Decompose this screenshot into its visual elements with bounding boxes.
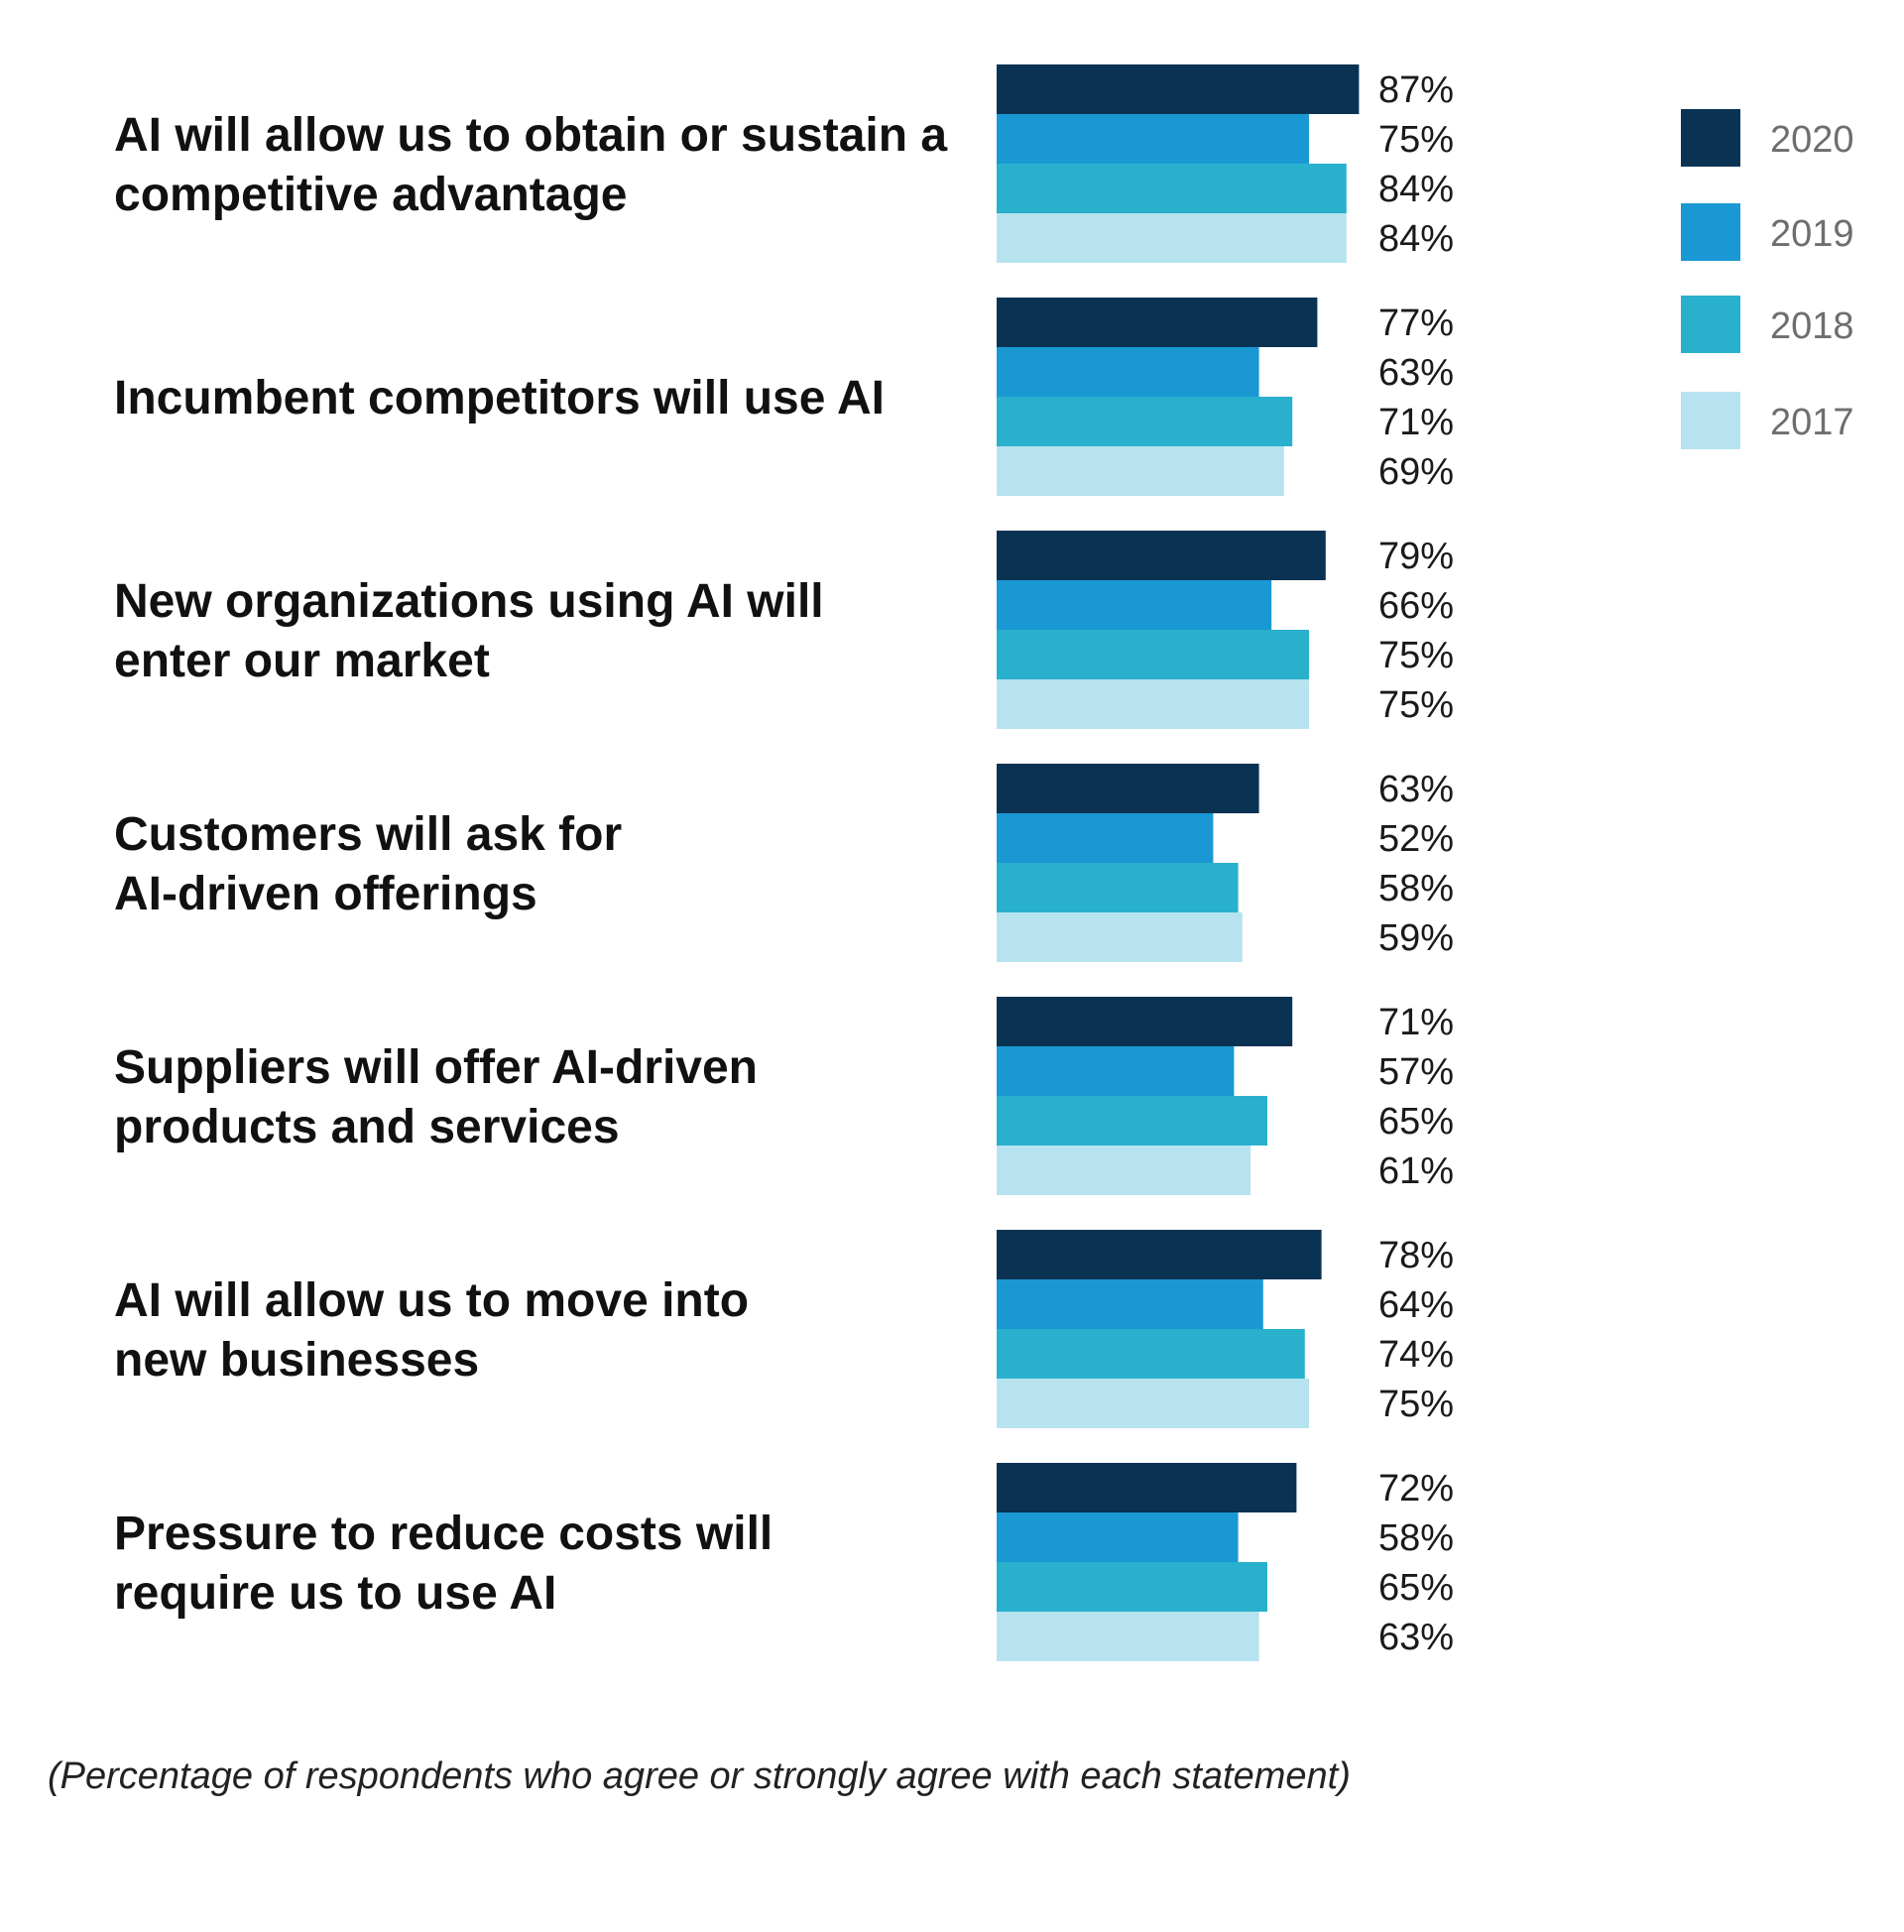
- data-label: 74%: [1378, 1334, 1454, 1376]
- bar-2020: [997, 1230, 1322, 1279]
- legend-swatch-2020: [1681, 109, 1740, 167]
- legend-swatch-2019: [1681, 203, 1740, 261]
- data-label: 84%: [1378, 218, 1454, 260]
- bar-2017: [997, 446, 1284, 496]
- chart-footnote: (Percentage of respondents who agree or …: [48, 1755, 1351, 1797]
- bar-2017: [997, 679, 1309, 729]
- data-label: 71%: [1378, 1002, 1454, 1043]
- legend-label: 2019: [1770, 213, 1854, 255]
- data-label: 58%: [1378, 1517, 1454, 1559]
- data-label: 66%: [1378, 585, 1454, 627]
- bar-2020: [997, 997, 1293, 1046]
- data-label: 72%: [1378, 1468, 1454, 1509]
- data-label: 61%: [1378, 1150, 1454, 1192]
- bar-2020: [997, 298, 1318, 347]
- bar-2019: [997, 580, 1272, 630]
- category-label: competitive advantage: [114, 169, 628, 221]
- category-label: Pressure to reduce costs will: [114, 1508, 773, 1560]
- data-label: 77%: [1378, 302, 1454, 344]
- data-label: 63%: [1378, 352, 1454, 394]
- bar-2019: [997, 1279, 1263, 1329]
- data-label: 87%: [1378, 69, 1454, 111]
- bar-2017: [997, 912, 1243, 962]
- data-label: 52%: [1378, 818, 1454, 860]
- bar-2020: [997, 64, 1360, 114]
- data-label: 71%: [1378, 402, 1454, 443]
- bar-2018: [997, 1562, 1267, 1612]
- category-label: AI will allow us to obtain or sustain a: [114, 109, 947, 162]
- bar-2017: [997, 1379, 1309, 1428]
- bar-2018: [997, 164, 1347, 213]
- bar-2019: [997, 1512, 1239, 1562]
- data-label: 69%: [1378, 451, 1454, 493]
- bar-2020: [997, 1463, 1297, 1512]
- bar-2019: [997, 813, 1214, 863]
- category-label: enter our market: [114, 635, 490, 687]
- data-label: 75%: [1378, 1384, 1454, 1425]
- bar-2017: [997, 1146, 1251, 1195]
- legend-label: 2020: [1770, 119, 1854, 161]
- category-label: Suppliers will offer AI-driven: [114, 1041, 758, 1094]
- bar-2018: [997, 1096, 1267, 1146]
- category-label: products and services: [114, 1101, 620, 1153]
- category-label: AI-driven offerings: [114, 868, 537, 920]
- legend-swatch-2018: [1681, 296, 1740, 353]
- data-label: 84%: [1378, 169, 1454, 210]
- category-label: require us to use AI: [114, 1567, 556, 1620]
- category-label: New organizations using AI will: [114, 575, 824, 628]
- data-label: 75%: [1378, 684, 1454, 726]
- data-label: 63%: [1378, 1617, 1454, 1658]
- legend-label: 2018: [1770, 305, 1854, 347]
- data-label: 64%: [1378, 1284, 1454, 1326]
- category-label: AI will allow us to move into: [114, 1274, 749, 1327]
- category-label: new businesses: [114, 1334, 479, 1387]
- data-label: 57%: [1378, 1051, 1454, 1093]
- bar-2019: [997, 1046, 1235, 1096]
- bar-2020: [997, 531, 1326, 580]
- bar-2018: [997, 630, 1309, 679]
- bar-2017: [997, 1612, 1259, 1661]
- data-label: 78%: [1378, 1235, 1454, 1276]
- data-label: 75%: [1378, 119, 1454, 161]
- legend-label: 2017: [1770, 402, 1854, 443]
- bar-2018: [997, 1329, 1305, 1379]
- data-label: 58%: [1378, 868, 1454, 909]
- bar-2018: [997, 863, 1239, 912]
- bar-2017: [997, 213, 1347, 263]
- category-label: Incumbent competitors will use AI: [114, 372, 885, 424]
- bar-2018: [997, 397, 1293, 446]
- data-label: 65%: [1378, 1567, 1454, 1609]
- category-label: Customers will ask for: [114, 808, 622, 861]
- legend-swatch-2017: [1681, 392, 1740, 449]
- bar-2019: [997, 114, 1309, 164]
- data-label: 75%: [1378, 635, 1454, 676]
- data-label: 79%: [1378, 536, 1454, 577]
- bar-2020: [997, 764, 1259, 813]
- bar-2019: [997, 347, 1259, 397]
- data-label: 63%: [1378, 769, 1454, 810]
- data-label: 65%: [1378, 1101, 1454, 1143]
- data-label: 59%: [1378, 917, 1454, 959]
